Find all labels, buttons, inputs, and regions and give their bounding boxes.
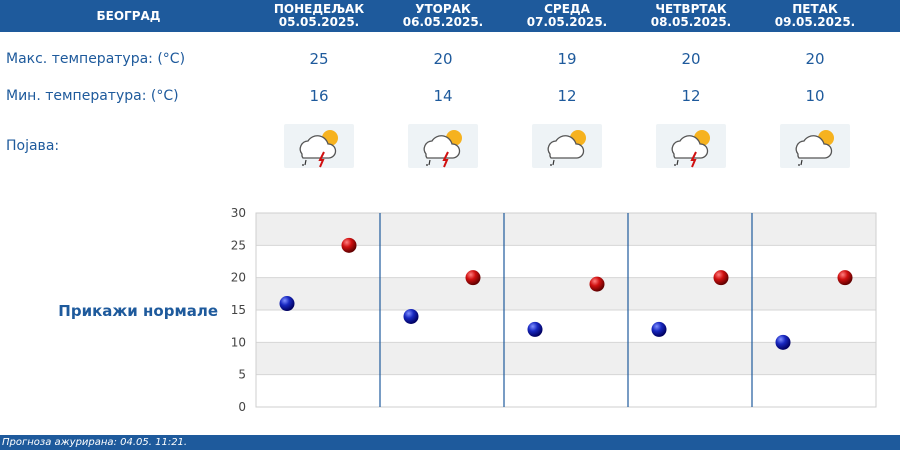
plot-band — [256, 245, 876, 278]
plot-band — [256, 213, 876, 246]
update-footer: Прогноза ажурирана: 04.05. 11:21. — [0, 435, 900, 450]
partly-cloudy-rain-thunder-icon — [656, 124, 726, 168]
day-date: 07.05.2025. — [526, 15, 608, 29]
plot-band — [256, 277, 876, 310]
gridlines — [255, 212, 877, 408]
plot-background — [256, 213, 876, 407]
partly-cloudy-rain-icon — [780, 124, 850, 168]
temperature-chart: 30 25 20 15 10 5 0 — [231, 206, 877, 414]
day-name: СРЕДА — [544, 2, 590, 16]
day-date: 05.05.2025. — [278, 15, 360, 29]
min-temp-value: 10 — [805, 87, 825, 105]
min-temp-point — [403, 308, 419, 324]
forecast-header: БЕОГРАД ПОНЕДЕЉАК 05.05.2025. УТОРАК 06.… — [0, 0, 900, 32]
plot-band — [256, 310, 876, 343]
max-temp-point — [341, 237, 357, 253]
max-temp-point — [589, 276, 605, 292]
partly-cloudy-rain-icon — [532, 124, 602, 168]
y-tick-label: 10 — [231, 335, 246, 349]
max-temp-value: 19 — [557, 50, 577, 68]
day-header-thursday: ЧЕТВРТАК 08.05.2025. — [629, 3, 753, 29]
data-points — [279, 237, 853, 350]
y-tick-label: 20 — [231, 271, 246, 285]
day-header-wednesday: СРЕДА 07.05.2025. — [505, 3, 629, 29]
plot-border — [255, 212, 877, 408]
y-tick-label: 25 — [231, 238, 246, 252]
update-timestamp: Прогноза ажурирана: 04.05. 11:21. — [2, 437, 188, 448]
plot-band — [256, 374, 876, 407]
min-temp-value: 16 — [309, 87, 329, 105]
max-temp-label: Макс. температура: (°C) — [6, 51, 186, 67]
y-tick-label: 5 — [238, 368, 246, 382]
min-temp-point — [775, 334, 791, 350]
day-name: УТОРАК — [415, 2, 471, 16]
min-temp-value: 12 — [681, 87, 701, 105]
min-temp-value: 12 — [557, 87, 577, 105]
min-temp-point — [527, 321, 543, 337]
partly-cloudy-rain-thunder-icon — [284, 124, 354, 168]
max-temp-point — [713, 270, 729, 286]
min-temp-point — [279, 296, 295, 312]
day-name: ПЕТАК — [792, 2, 838, 16]
phenomena-label: Појава: — [6, 138, 60, 154]
day-date: 09.05.2025. — [774, 15, 856, 29]
max-temp-point — [465, 270, 481, 286]
min-temp-point — [651, 321, 667, 337]
max-temp-value: 20 — [805, 50, 825, 68]
max-temp-value: 20 — [681, 50, 701, 68]
day-name: ЧЕТВРТАК — [655, 2, 727, 16]
show-normals-link[interactable]: Прикажи нормале — [58, 302, 218, 320]
min-temp-value: 14 — [433, 87, 453, 105]
max-temp-value: 25 — [309, 50, 329, 68]
max-temp-value: 20 — [433, 50, 453, 68]
y-tick-label: 0 — [238, 400, 246, 414]
day-date: 08.05.2025. — [650, 15, 732, 29]
day-date: 06.05.2025. — [402, 15, 484, 29]
day-header-tuesday: УТОРАК 06.05.2025. — [381, 3, 505, 29]
partly-cloudy-rain-thunder-icon — [408, 124, 478, 168]
plot-band — [256, 342, 876, 375]
y-tick-label: 30 — [231, 206, 246, 220]
day-header-monday: ПОНЕДЕЉАК 05.05.2025. — [257, 3, 381, 29]
day-header-friday: ПЕТАК 09.05.2025. — [753, 3, 877, 29]
y-axis: 30 25 20 15 10 5 0 — [231, 206, 246, 414]
min-temp-label: Мин. температура: (°C) — [6, 88, 179, 104]
city-name: БЕОГРАД — [96, 9, 161, 23]
y-tick-label: 15 — [231, 303, 246, 317]
max-temp-point — [837, 270, 853, 286]
day-name: ПОНЕДЕЉАК — [273, 2, 365, 16]
